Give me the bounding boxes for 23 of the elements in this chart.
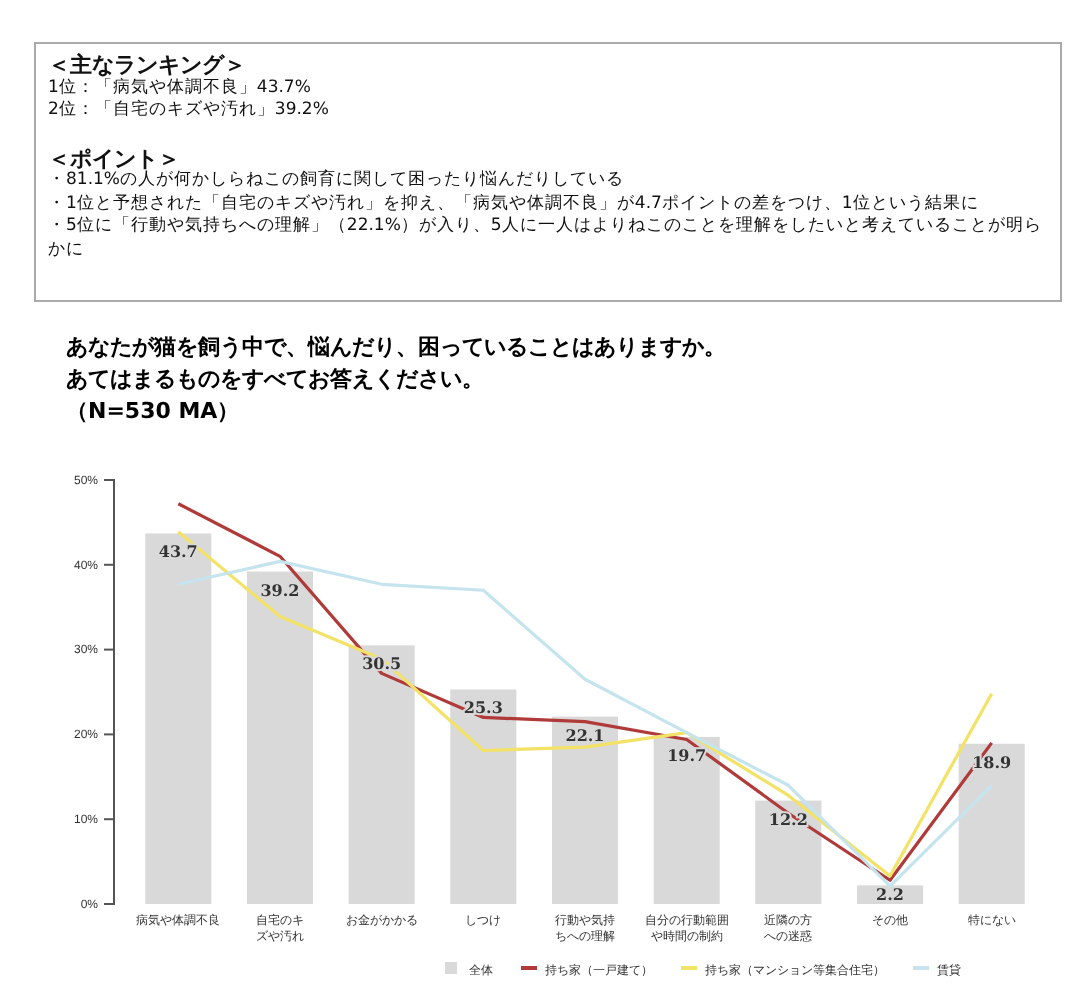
text: ＜ポイント＞: [48, 145, 180, 171]
bar: [246, 571, 314, 904]
data-label: 2.2: [876, 884, 904, 904]
text: 1位：「病気や体調不良」43.7%: [48, 77, 313, 99]
text: 2位：「自宅のキズや汚れ」39.2%: [48, 100, 331, 123]
text: ・1位と予想された「自宅のキズや汚れ」を抑え、「病気や体調不良」が4.7ポイントの差をつけ、1位という結果に: [48, 193, 981, 216]
chart-title: あなたが猫を飼う中で、悩んだり、困っていることはありますか。: [66, 332, 726, 364]
text: ・5位に「行動や気持ちへの理解」（22.1%）が入り、5人に一人はよりねこのことを理解をしたいと考えていることが明らかに: [48, 216, 1044, 262]
bar: [450, 689, 517, 904]
text: ・81.1%の人が何かしらねこの飼育に関して困ったり悩んだりしている: [48, 170, 627, 193]
bar: [653, 736, 720, 904]
bar: [145, 533, 212, 904]
bar: [551, 716, 619, 904]
data-label: 22.1: [565, 724, 605, 745]
data-label: 25.3: [463, 697, 504, 718]
data-label: 43.7: [158, 541, 198, 562]
bar: [958, 743, 1025, 904]
chart-subtitle: あてはまるものをすべてお答えください。: [66, 364, 486, 396]
bar: [348, 645, 415, 904]
data-label: 19.7: [667, 744, 707, 765]
text: （N=530 MA）: [66, 396, 242, 428]
data-label: 39.2: [260, 579, 300, 600]
text: ＜主なランキング＞: [48, 52, 248, 78]
